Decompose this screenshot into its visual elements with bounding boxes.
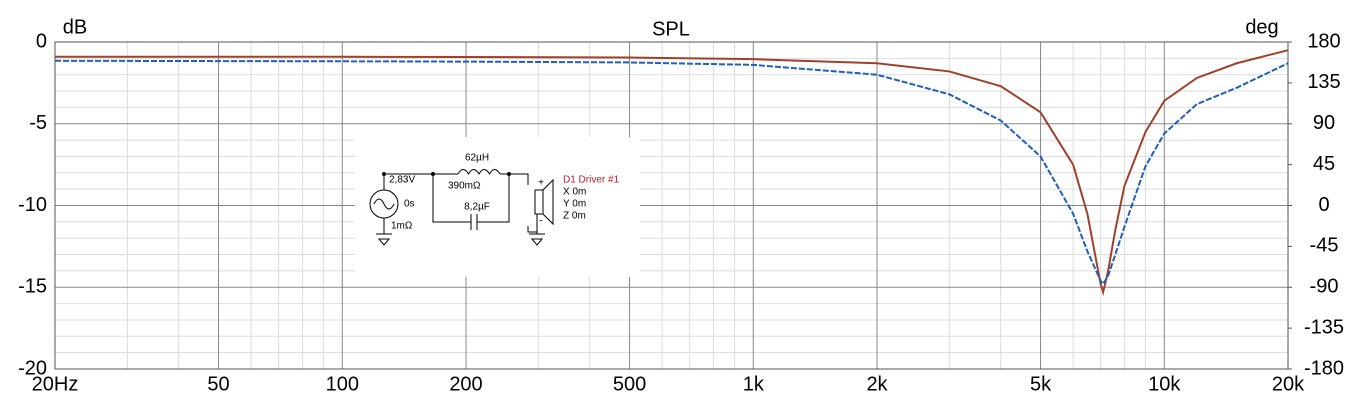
x-tick-label: 200	[449, 373, 482, 395]
y2-tick-label: -45	[1310, 235, 1339, 257]
lines	[54, 49, 1289, 296]
sine-symbol	[373, 198, 395, 210]
x-tick-label: 1k	[743, 373, 765, 395]
ground-source	[376, 218, 392, 246]
x-tick-label: 10k	[1148, 373, 1181, 395]
driver-z: Z 0m	[563, 211, 586, 222]
y-axis-label: dB	[63, 16, 87, 38]
delay-label: 0s	[404, 199, 415, 210]
chart-title: SPL	[652, 18, 690, 40]
grid	[54, 41, 1289, 370]
x-tick-label: 5k	[1030, 373, 1052, 395]
y2-axis-label: deg	[1245, 16, 1278, 38]
driver-x: X 0m	[563, 187, 586, 198]
x-tick-label: 50	[207, 373, 229, 395]
capacitor-label: 8,2µF	[464, 202, 490, 213]
y-tick-label: -10	[18, 194, 47, 216]
plus-label: +	[538, 178, 544, 189]
voltage-label: 2,83V	[389, 175, 415, 186]
y2-tick-label: 180	[1307, 30, 1340, 52]
y2-tick-label: 45	[1313, 153, 1335, 175]
y-tick-label: -15	[18, 276, 47, 298]
driver-label: D1 Driver #1	[563, 175, 620, 186]
node	[431, 172, 435, 176]
x-tick-label: 20Hz	[32, 373, 79, 395]
series-line	[54, 59, 1289, 286]
y2-tick-label: 0	[1318, 194, 1329, 216]
resistance-label: 390mΩ	[448, 181, 481, 192]
x-tick-label: 500	[613, 373, 646, 395]
ground-driver	[529, 214, 545, 246]
node	[382, 172, 386, 176]
schematic-background	[355, 137, 640, 277]
source-resistance-label: 1mΩ	[391, 221, 413, 232]
speaker-body	[534, 189, 544, 215]
y-tick-label: 0	[36, 30, 47, 52]
inductor-symbol	[457, 169, 501, 175]
y2-tick-label: -135	[1304, 316, 1344, 338]
schematic	[369, 169, 554, 246]
y2-tick-label: -90	[1310, 276, 1339, 298]
driver-y: Y 0m	[563, 199, 586, 210]
capacitor-symbol	[470, 214, 478, 230]
y-tick-label: -5	[29, 112, 47, 134]
y2-tick-label: 90	[1313, 112, 1335, 134]
minus-label: -	[539, 216, 542, 227]
x-tick-label: 20k	[1272, 373, 1305, 395]
speaker-cone	[542, 178, 554, 226]
node	[507, 172, 511, 176]
x-tick-label: 100	[326, 373, 359, 395]
inductor-label: 62µH	[465, 153, 489, 164]
y-tick-label: -20	[18, 357, 47, 379]
y2-tick-label: 135	[1307, 71, 1340, 93]
y2-tick-label: -180	[1304, 357, 1344, 379]
x-tick-label: 2k	[866, 373, 888, 395]
series-line	[55, 49, 1289, 296]
